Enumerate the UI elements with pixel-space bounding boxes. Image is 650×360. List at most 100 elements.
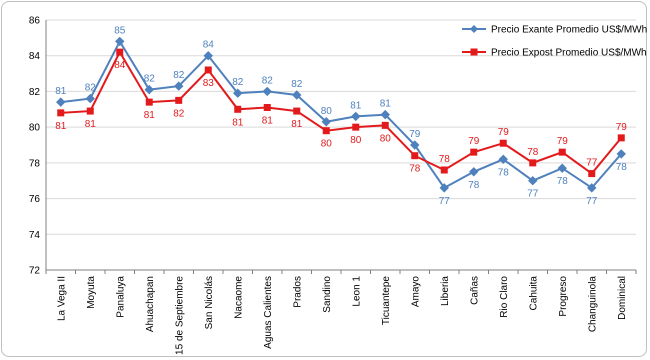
- data-label: 80: [321, 106, 333, 117]
- x-category-label: Cahuita: [528, 276, 539, 311]
- data-point: [56, 97, 66, 107]
- y-tick-label: 76: [29, 194, 41, 205]
- data-point: [174, 81, 184, 91]
- data-label: 82: [144, 74, 156, 85]
- data-label: 82: [291, 79, 303, 90]
- data-point: [145, 98, 153, 106]
- data-label: 79: [468, 136, 480, 147]
- data-label: 82: [262, 75, 274, 86]
- x-category-label: Changuinola: [587, 276, 598, 333]
- x-category-label: San Nicolás: [204, 276, 215, 329]
- data-label: 81: [85, 119, 97, 130]
- data-point: [617, 134, 625, 142]
- data-point: [203, 51, 213, 61]
- data-label: 78: [527, 147, 539, 158]
- data-point: [144, 84, 154, 95]
- data-label: 77: [586, 196, 598, 207]
- legend-entry: Precio Expost Promedio US$/MWh: [491, 48, 647, 59]
- data-label: 81: [291, 119, 303, 130]
- x-category-label: Liberia: [440, 276, 451, 306]
- data-label: 85: [114, 25, 126, 36]
- data-point: [263, 104, 271, 111]
- x-category-label: Aguas Calientes: [263, 276, 274, 349]
- data-label: 81: [55, 86, 67, 97]
- data-label: 78: [468, 180, 480, 191]
- x-category-label: Cañas: [469, 276, 480, 305]
- data-point: [234, 105, 242, 113]
- data-label: 82: [85, 83, 97, 94]
- data-point: [558, 148, 566, 156]
- x-category-label: Progreso: [558, 276, 569, 317]
- data-point: [293, 107, 301, 115]
- legend-marker: [470, 48, 478, 56]
- data-point: [233, 88, 243, 98]
- series-line-2: [60, 50, 623, 175]
- data-point: [411, 152, 419, 160]
- data-label: 81: [232, 117, 244, 128]
- data-point: [439, 183, 449, 193]
- data-label: 79: [498, 127, 510, 138]
- y-tick-label: 84: [29, 51, 41, 62]
- x-category-label: Sandino: [322, 276, 333, 313]
- legend-marker: [470, 25, 478, 33]
- data-label: 77: [586, 158, 598, 169]
- data-point: [381, 121, 389, 129]
- x-category-label: Dominical: [617, 276, 628, 320]
- y-tick-label: 74: [29, 230, 41, 241]
- data-point: [469, 167, 479, 177]
- y-tick-label: 86: [29, 16, 41, 27]
- x-category-label: Nacaome: [233, 276, 244, 319]
- data-label: 82: [173, 108, 185, 119]
- data-point: [262, 86, 272, 97]
- data-point: [116, 48, 124, 56]
- data-point: [322, 127, 330, 135]
- data-point: [557, 163, 567, 173]
- x-category-label: 15 de Septiembre: [174, 276, 185, 355]
- data-point: [86, 107, 94, 115]
- y-tick-label: 72: [29, 266, 41, 277]
- x-category-label: Moyuta: [86, 276, 97, 309]
- data-label: 78: [498, 167, 510, 178]
- data-point: [351, 111, 361, 122]
- data-label: 78: [557, 176, 569, 187]
- data-label: 77: [527, 189, 539, 200]
- data-point: [588, 170, 596, 178]
- data-label: 81: [380, 99, 392, 110]
- legend-entry: Precio Exante Promedio US$/MWh: [491, 25, 647, 36]
- data-label: 80: [380, 133, 392, 144]
- data-point: [499, 139, 507, 147]
- data-label: 81: [55, 121, 67, 132]
- x-category-label: Prados: [292, 276, 303, 308]
- x-category-label: Leon 1: [351, 276, 362, 307]
- data-label: 84: [114, 60, 126, 71]
- x-category-label: Ahuachapan: [145, 276, 156, 332]
- data-label: 79: [409, 129, 421, 140]
- data-label: 82: [173, 70, 185, 81]
- data-point: [440, 166, 448, 174]
- data-label: 83: [203, 78, 215, 89]
- data-point: [528, 176, 538, 186]
- data-label: 81: [144, 110, 156, 121]
- data-point: [204, 66, 212, 74]
- y-tick-label: 80: [29, 123, 41, 134]
- data-point: [529, 159, 537, 167]
- data-label: 84: [203, 40, 215, 51]
- data-label: 82: [232, 77, 244, 88]
- x-category-label: Panaluya: [115, 276, 126, 318]
- data-point: [587, 183, 597, 193]
- series-line-1: [60, 39, 623, 190]
- x-category-label: Ticuantepe: [381, 276, 392, 326]
- y-tick-label: 78: [29, 158, 41, 169]
- data-label: 78: [439, 154, 451, 165]
- y-tick-label: 82: [29, 87, 41, 98]
- data-point: [616, 149, 626, 159]
- data-point: [85, 93, 95, 104]
- data-point: [498, 154, 508, 164]
- x-category-label: Rio Claro: [499, 276, 510, 318]
- data-label: 78: [616, 162, 628, 173]
- data-point: [115, 36, 125, 47]
- data-point: [410, 140, 420, 150]
- data-label: 77: [439, 196, 451, 207]
- data-point: [470, 148, 478, 156]
- x-category-label: Amayo: [410, 276, 421, 308]
